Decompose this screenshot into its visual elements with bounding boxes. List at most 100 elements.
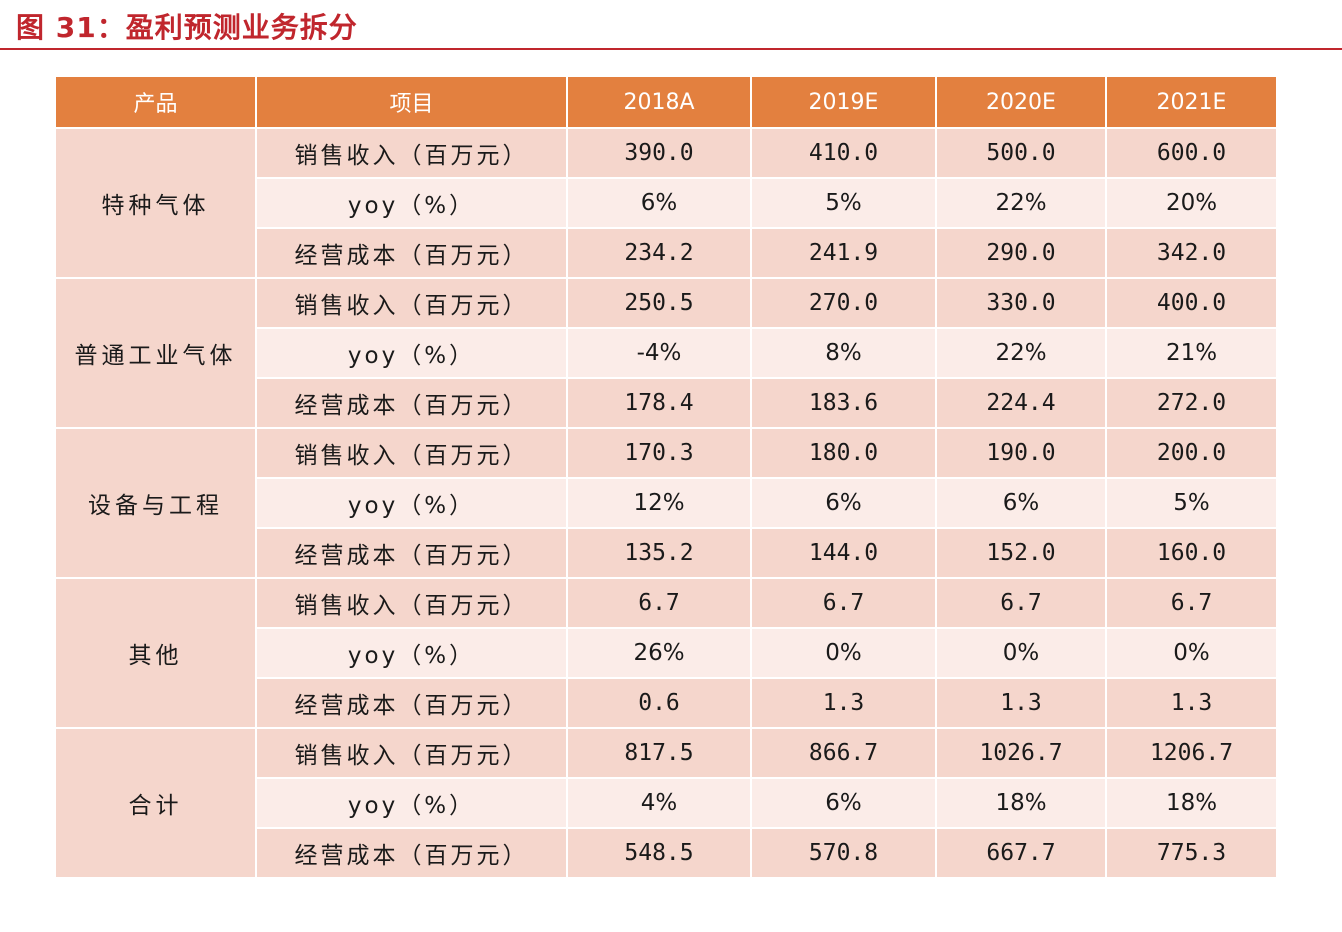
value-cell: 570.8 — [750, 827, 937, 879]
header-2018a: 2018A — [566, 75, 752, 129]
item-cell: 经营成本（百万元） — [255, 677, 568, 729]
value-cell: 0.6 — [566, 677, 752, 729]
value-cell: 18% — [935, 777, 1107, 829]
table-row: 经营成本（百万元） 0.6 1.3 1.3 1.3 — [55, 677, 1278, 729]
value-cell: 160.0 — [1105, 527, 1278, 579]
value-cell: 135.2 — [566, 527, 752, 579]
table-row: 普通工业气体 销售收入（百万元） 250.5 270.0 330.0 400.0 — [54, 277, 1278, 429]
title-underline — [0, 48, 1342, 50]
value-cell: 1.3 — [750, 677, 937, 729]
value-cell: 6.7 — [1105, 577, 1278, 629]
header-product: 产品 — [54, 75, 257, 129]
value-cell: 6% — [935, 477, 1107, 529]
table-row: 特种气体 销售收入（百万元） 390.0 410.0 500.0 600.0 — [54, 127, 1278, 279]
value-cell: 6.7 — [566, 577, 752, 629]
value-cell: 410.0 — [750, 127, 937, 179]
table-row: yoy（%） 26% 0% 0% 0% — [55, 627, 1278, 679]
value-cell: 144.0 — [750, 527, 937, 579]
table-row: yoy（%） 12% 6% 6% 5% — [55, 477, 1278, 529]
product-cell: 合计 — [54, 727, 257, 879]
value-cell: 190.0 — [935, 427, 1107, 479]
value-cell: 170.3 — [566, 427, 752, 479]
value-cell: 8% — [750, 327, 937, 379]
header-2021e: 2021E — [1105, 75, 1278, 129]
value-cell: 1.3 — [1105, 677, 1278, 729]
value-cell: 330.0 — [935, 277, 1107, 329]
item-cell: 销售收入（百万元） — [255, 427, 568, 479]
value-cell: 548.5 — [566, 827, 752, 879]
value-cell: 500.0 — [935, 127, 1107, 179]
header-2020e: 2020E — [935, 75, 1107, 129]
value-cell: 152.0 — [935, 527, 1107, 579]
product-cell: 特种气体 — [54, 127, 257, 279]
item-cell: 经营成本（百万元） — [255, 827, 568, 879]
value-cell: 18% — [1105, 777, 1278, 829]
value-cell: 20% — [1105, 177, 1278, 229]
value-cell: 342.0 — [1105, 227, 1278, 279]
value-cell: 270.0 — [750, 277, 937, 329]
value-cell: 22% — [935, 177, 1107, 229]
table-row: 设备与工程 销售收入（百万元） 170.3 180.0 190.0 200.0 — [54, 427, 1278, 579]
table-row: 经营成本（百万元） 135.2 144.0 152.0 160.0 — [55, 527, 1278, 579]
value-cell: 0% — [935, 627, 1107, 679]
value-cell: 21% — [1105, 327, 1278, 379]
table-row: 合计 销售收入（百万元） 817.5 866.7 1026.7 1206.7 — [54, 727, 1278, 879]
value-cell: 1.3 — [935, 677, 1107, 729]
figure-title: 图 31：盈利预测业务拆分 — [16, 11, 358, 44]
item-cell: 销售收入（百万元） — [255, 577, 568, 629]
value-cell: 5% — [1105, 477, 1278, 529]
value-cell: 234.2 — [566, 227, 752, 279]
item-cell: 销售收入（百万元） — [255, 727, 568, 779]
item-cell: yoy（%） — [255, 327, 568, 379]
value-cell: 5% — [750, 177, 937, 229]
table-row: 经营成本（百万元） 548.5 570.8 667.7 775.3 — [55, 827, 1278, 879]
item-cell: 经营成本（百万元） — [255, 227, 568, 279]
item-cell: 销售收入（百万元） — [255, 277, 568, 329]
product-cell: 其他 — [54, 577, 257, 729]
value-cell: 6% — [750, 477, 937, 529]
value-cell: 6.7 — [935, 577, 1107, 629]
value-cell: 817.5 — [566, 727, 752, 779]
value-cell: 12% — [566, 477, 752, 529]
value-cell: 775.3 — [1105, 827, 1278, 879]
value-cell: 241.9 — [750, 227, 937, 279]
header-item: 项目 — [255, 75, 568, 129]
table-row: 经营成本（百万元） 234.2 241.9 290.0 342.0 — [55, 227, 1278, 279]
item-cell: 经营成本（百万元） — [255, 377, 568, 429]
value-cell: 866.7 — [750, 727, 937, 779]
value-cell: 4% — [566, 777, 752, 829]
value-cell: 400.0 — [1105, 277, 1278, 329]
value-cell: 600.0 — [1105, 127, 1278, 179]
item-cell: yoy（%） — [255, 777, 568, 829]
value-cell: 272.0 — [1105, 377, 1278, 429]
forecast-table: 产品 项目 2018A 2019E 2020E 2021E 特种气体 销售收入（百… — [54, 75, 1278, 879]
header-2019e: 2019E — [750, 75, 937, 129]
table-header-row: 产品 项目 2018A 2019E 2020E 2021E — [54, 75, 1278, 129]
value-cell: 6% — [566, 177, 752, 229]
item-cell: 经营成本（百万元） — [255, 527, 568, 579]
item-cell: yoy（%） — [255, 477, 568, 529]
product-cell: 设备与工程 — [54, 427, 257, 579]
table-row: 经营成本（百万元） 178.4 183.6 224.4 272.0 — [55, 377, 1278, 429]
table-row: 其他 销售收入（百万元） 6.7 6.7 6.7 6.7 — [54, 577, 1278, 729]
item-cell: 销售收入（百万元） — [255, 127, 568, 179]
value-cell: 26% — [566, 627, 752, 679]
value-cell: 224.4 — [935, 377, 1107, 429]
value-cell: 180.0 — [750, 427, 937, 479]
item-cell: yoy（%） — [255, 627, 568, 679]
value-cell: 183.6 — [750, 377, 937, 429]
table-row: yoy（%） 6% 5% 22% 20% — [55, 177, 1278, 229]
product-cell: 普通工业气体 — [54, 277, 257, 429]
table-row: yoy（%） 4% 6% 18% 18% — [55, 777, 1278, 829]
value-cell: 1206.7 — [1105, 727, 1278, 779]
value-cell: 6.7 — [750, 577, 937, 629]
value-cell: 6% — [750, 777, 937, 829]
value-cell: 390.0 — [566, 127, 752, 179]
value-cell: 22% — [935, 327, 1107, 379]
value-cell: 200.0 — [1105, 427, 1278, 479]
value-cell: 0% — [750, 627, 937, 679]
value-cell: 667.7 — [935, 827, 1107, 879]
value-cell: -4% — [566, 327, 752, 379]
value-cell: 290.0 — [935, 227, 1107, 279]
value-cell: 1026.7 — [935, 727, 1107, 779]
